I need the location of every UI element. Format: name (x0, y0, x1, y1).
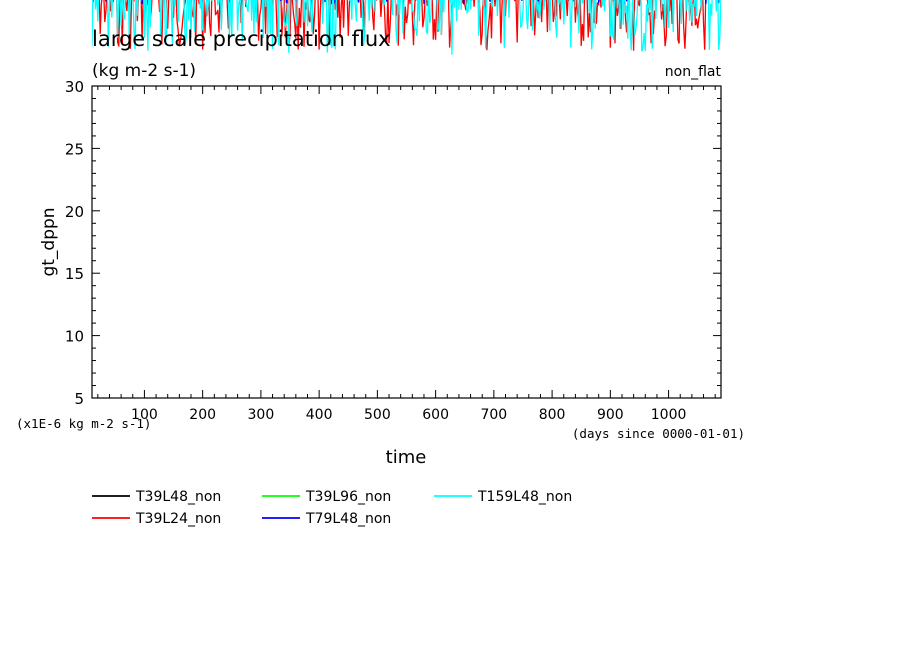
corner-label: non_flat (665, 64, 722, 80)
x-tick-label: 800 (539, 407, 566, 423)
axis-ticks (92, 85, 721, 399)
x-tick-label: 200 (189, 407, 216, 423)
x-tick-label: 500 (364, 407, 391, 423)
plot-frame (91, 85, 722, 399)
legend-entry-label: T39L96_non (305, 489, 391, 505)
x-tick-label: 100 (131, 407, 158, 423)
x-tick-label: 400 (306, 407, 333, 423)
legend: T39L48_non T39L24_non T39L96_non T79L48_non… (92, 489, 572, 527)
series-line-T39L24_non (92, 0, 707, 51)
legend-entry-label: T39L48_non (135, 489, 221, 505)
x-tick-label: 600 (422, 407, 449, 423)
x-unit-note: (days since 0000-01-01) (572, 426, 745, 441)
x-tick-label: 1000 (651, 407, 687, 423)
x-tick-label: 300 (248, 407, 275, 423)
chart-title: large scale precipitation flux (92, 27, 391, 51)
y-tick-label: 25 (65, 140, 84, 158)
y-tick-label: 20 (65, 203, 84, 221)
legend-entry-label: T39L24_non (135, 511, 221, 527)
y-tick-label: 15 (65, 265, 84, 283)
y-tick-labels: 5 10 15 20 25 30 (65, 78, 84, 408)
x-tick-labels: 100 200 300 400 500 600 700 800 900 1000 (131, 407, 686, 423)
y-tick-label: 30 (65, 78, 84, 96)
chart-subtitle: (kg m-2 s-1) (92, 61, 196, 81)
legend-entry-label: T79L48_non (305, 511, 391, 527)
y-tick-label: 10 (65, 328, 84, 346)
y-unit-note: (x1E-6 kg m-2 s-1) (16, 416, 151, 431)
legend-entry-label: T159L48_non (477, 489, 572, 505)
x-tick-label: 900 (597, 407, 624, 423)
series-lines (92, 0, 721, 55)
x-axis-label: time (386, 447, 427, 468)
y-tick-label: 5 (74, 390, 84, 408)
x-tick-label: 700 (480, 407, 507, 423)
y-axis-label: gt_dppn (39, 207, 59, 276)
